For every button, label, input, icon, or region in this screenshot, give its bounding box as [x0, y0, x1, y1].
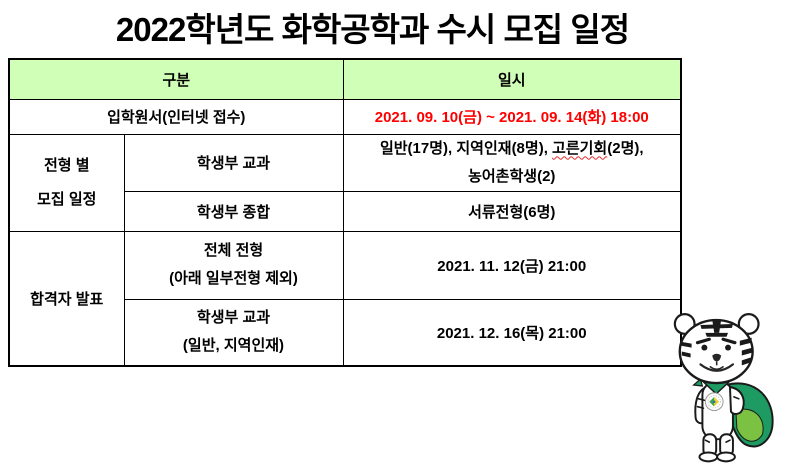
left-cheek-stripes: [680, 341, 692, 358]
gyogwa-announcement-row: 학생부 교과 (일반, 지역인재) 2021. 12. 16(목) 21:00: [9, 298, 682, 367]
application-row: 입학원서(인터넷 접수) 2021. 09. 10(금) ~ 2021. 09.…: [8, 98, 682, 135]
all-tracks-label-cell: 전체 전형 (아래 일부전형 제외): [123, 230, 344, 300]
tiger-head: [678, 318, 754, 385]
gyogwa-quota-cell: 일반(17명), 지역인재(8명), 고른기회(2명), 농어촌학생(2): [342, 133, 682, 192]
schedule-group-cell: 전형 별 모집 일정: [8, 133, 125, 232]
tiger-left-foot: [698, 451, 719, 463]
gyogwa-tracks-label-line1: 학생부 교과: [196, 309, 271, 327]
gyogwa-tracks-datetime-cell: 2021. 12. 16(목) 21:00: [342, 298, 682, 367]
left-eye: [701, 344, 708, 351]
gyogwa-quota-row: 전형 별 모집 일정 학생부 교과 일반(17명), 지역인재(8명), 고른기…: [8, 133, 682, 232]
schedule-group-line1: 전형 별: [43, 156, 90, 174]
gyogwa-label-cell: 학생부 교과: [123, 133, 344, 192]
badge-dot: [712, 400, 716, 404]
badge-text-ring: [707, 395, 721, 409]
gyogwa-quota-line1: 일반(17명), 지역인재(8명), 고른기회(2명),: [348, 135, 677, 163]
gyogwa-quota-line2: 농어촌학생(2): [468, 167, 556, 185]
gyogwa-tracks-label-cell: 학생부 교과 (일반, 지역인재): [123, 298, 344, 367]
table-header-row: 구분 일시: [8, 58, 682, 100]
quota-part2: (2명),: [607, 139, 644, 157]
jonghap-label-cell: 학생부 종합: [123, 190, 344, 232]
quota-part1: 일반(17명), 지역인재(8명),: [379, 139, 553, 157]
tiger-mascot-image: [673, 313, 774, 463]
header-datetime-cell: 일시: [342, 58, 682, 100]
smile-mouth: [699, 363, 735, 372]
quota-spellchecked-word: 고른기회: [552, 139, 608, 157]
all-tracks-datetime-cell: 2021. 11. 12(금) 21:00: [342, 230, 682, 300]
gyogwa-tracks-label-line2: (일반, 지역인재): [182, 337, 285, 355]
all-tracks-label-line1: 전체 전형: [203, 242, 264, 259]
right-eye: [725, 344, 731, 351]
tiger-right-arm: [728, 385, 745, 415]
tiger-right-ear: [737, 313, 760, 335]
right-eyebrow: [721, 337, 737, 345]
forehead-stripe-bar1: [700, 323, 733, 329]
body-stripes: [696, 396, 740, 443]
admission-schedule-table: 구분 일시 입학원서(인터넷 접수) 2021. 09. 10(금) ~ 202…: [8, 58, 682, 367]
all-tracks-announcement-row: 합격자 발표 전체 전형 (아래 일부전형 제외) 2021. 11. 12(금…: [8, 230, 682, 367]
nose: [712, 353, 722, 362]
forehead-stripe-bar2: [705, 332, 729, 337]
jonghap-value-cell: 서류전형(6명): [342, 190, 682, 232]
header-category-cell: 구분: [8, 58, 344, 100]
tiger-right-foot: [716, 451, 736, 463]
jonghap-row: 학생부 종합 서류전형(6명): [9, 190, 682, 232]
all-tracks-label-line2: (아래 일부전형 제외): [169, 270, 298, 287]
schedule-group-line2: 모집 일정: [37, 190, 97, 208]
badge-diamond-green: [709, 396, 715, 407]
application-label-cell: 입학원서(인터넷 접수): [8, 98, 344, 135]
badge-diamond-yellow: [714, 396, 720, 407]
page-title: 2022학년도 화학공학과 수시 모집 일정: [115, 11, 630, 48]
left-eyebrow: [695, 337, 711, 345]
smile-inner: [709, 366, 724, 371]
right-cheek-stripes: [739, 337, 753, 366]
application-period-cell: 2021. 09. 10(금) ~ 2021. 09. 14(화) 18:00: [342, 98, 682, 135]
cape-lining-shape: [735, 408, 764, 442]
announcement-group-cell: 합격자 발표: [8, 230, 125, 367]
